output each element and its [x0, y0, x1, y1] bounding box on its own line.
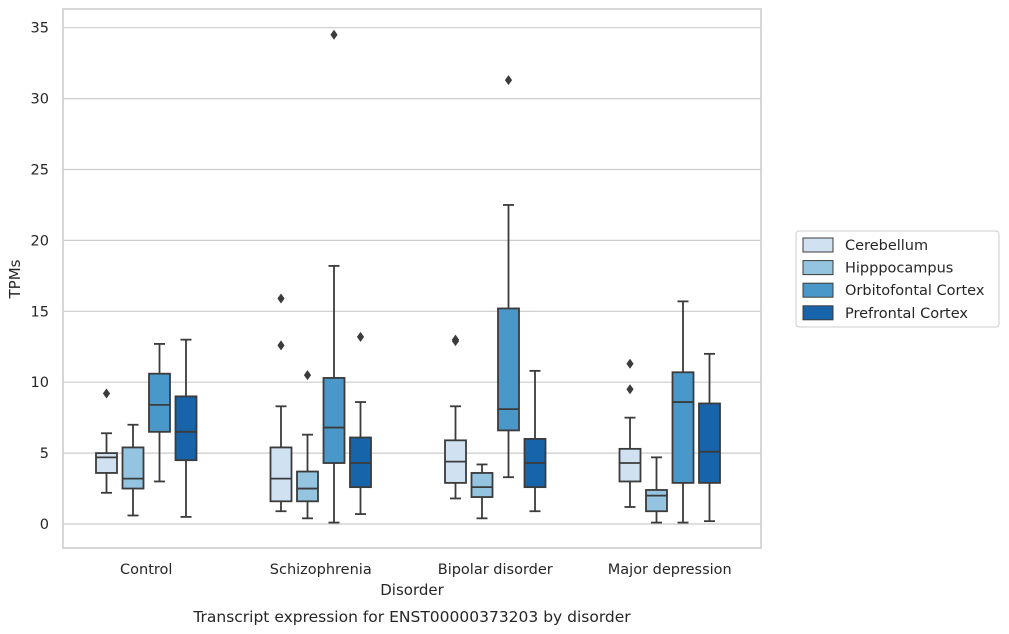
box-prefrontal-cortex — [349, 331, 372, 515]
box-prefrontal-cortex — [523, 369, 547, 513]
outlier-point — [356, 331, 365, 342]
box-iqr — [671, 371, 695, 484]
box-orbitofontal-cortex — [148, 343, 171, 483]
legend: Cerebellum Hipppocampus Orbitofontal Corte… — [795, 230, 1000, 328]
box-orbitofontal-cortex — [322, 29, 346, 524]
box-orbitofontal-cortex — [671, 300, 695, 524]
legend-swatch — [802, 260, 834, 276]
box-prefrontal-cortex — [174, 338, 198, 518]
box-iqr — [322, 377, 346, 464]
box-iqr — [296, 470, 319, 503]
outlier-point — [626, 358, 634, 369]
y-axis-ticks: 0 5 10 15 20 25 30 35 — [31, 21, 49, 533]
box-iqr — [148, 372, 171, 433]
outlier-point — [277, 293, 285, 304]
outlier-point — [626, 384, 634, 395]
box-iqr — [698, 402, 721, 484]
legend-label: Prefrontal Cortex — [845, 306, 968, 322]
x-tick-label: Bipolar disorder — [438, 562, 553, 578]
box-cerebellum — [444, 334, 467, 500]
outlier-point — [330, 29, 338, 40]
legend-label: Hipppocampus — [845, 261, 953, 277]
y-tick-label: 5 — [40, 446, 49, 462]
box-cerebellum — [95, 388, 118, 494]
y-tick-label: 35 — [31, 21, 49, 37]
y-tick-label: 0 — [40, 517, 49, 533]
x-tick-label: Major depression — [608, 562, 732, 578]
outlier-point — [102, 388, 111, 399]
box-hipppocampus — [645, 456, 668, 524]
legend-label: Orbitofontal Cortex — [845, 283, 985, 299]
x-tick-label: Schizophrenia — [270, 562, 372, 578]
plot-frame — [62, 8, 762, 549]
box-iqr — [497, 307, 520, 432]
outlier-point — [504, 75, 513, 86]
outlier-point — [451, 334, 460, 345]
y-tick-label: 20 — [31, 233, 49, 249]
y-tick-label: 10 — [31, 375, 49, 391]
legend-frame — [795, 230, 1000, 328]
legend-swatch — [802, 305, 834, 321]
legend-swatch — [802, 282, 834, 298]
box-cerebellum — [269, 293, 293, 513]
box-hipppocampus — [121, 423, 145, 517]
x-axis-ticks: Control Schizophrenia Bipolar disorder Majo… — [120, 562, 732, 578]
chart-caption: Transcript expression for ENST0000037320… — [192, 608, 631, 626]
box-groups — [95, 29, 721, 524]
y-tick-label: 25 — [31, 163, 49, 179]
box-orbitofontal-cortex — [497, 75, 520, 479]
y-tick-label: 30 — [31, 92, 49, 108]
box-iqr — [618, 447, 642, 483]
y-axis-title: TPMs — [6, 259, 24, 299]
outlier-point — [303, 370, 312, 381]
box-cerebellum — [618, 358, 642, 508]
box-iqr — [121, 446, 145, 490]
legend-label: Cerebellum — [845, 238, 928, 254]
outlier-point — [277, 340, 285, 351]
box-iqr — [95, 452, 118, 474]
y-tick-label: 15 — [31, 304, 49, 320]
x-axis-title: Disorder — [380, 581, 444, 599]
x-tick-label: Control — [120, 562, 172, 578]
box-iqr — [645, 489, 668, 513]
box-prefrontal-cortex — [698, 352, 721, 523]
box-hipppocampus — [470, 463, 494, 520]
box-hipppocampus — [296, 370, 319, 520]
grid-lines — [63, 27, 761, 525]
legend-swatch — [802, 237, 834, 253]
box-iqr — [174, 395, 198, 462]
box-iqr — [470, 472, 494, 498]
box-iqr — [269, 446, 293, 503]
